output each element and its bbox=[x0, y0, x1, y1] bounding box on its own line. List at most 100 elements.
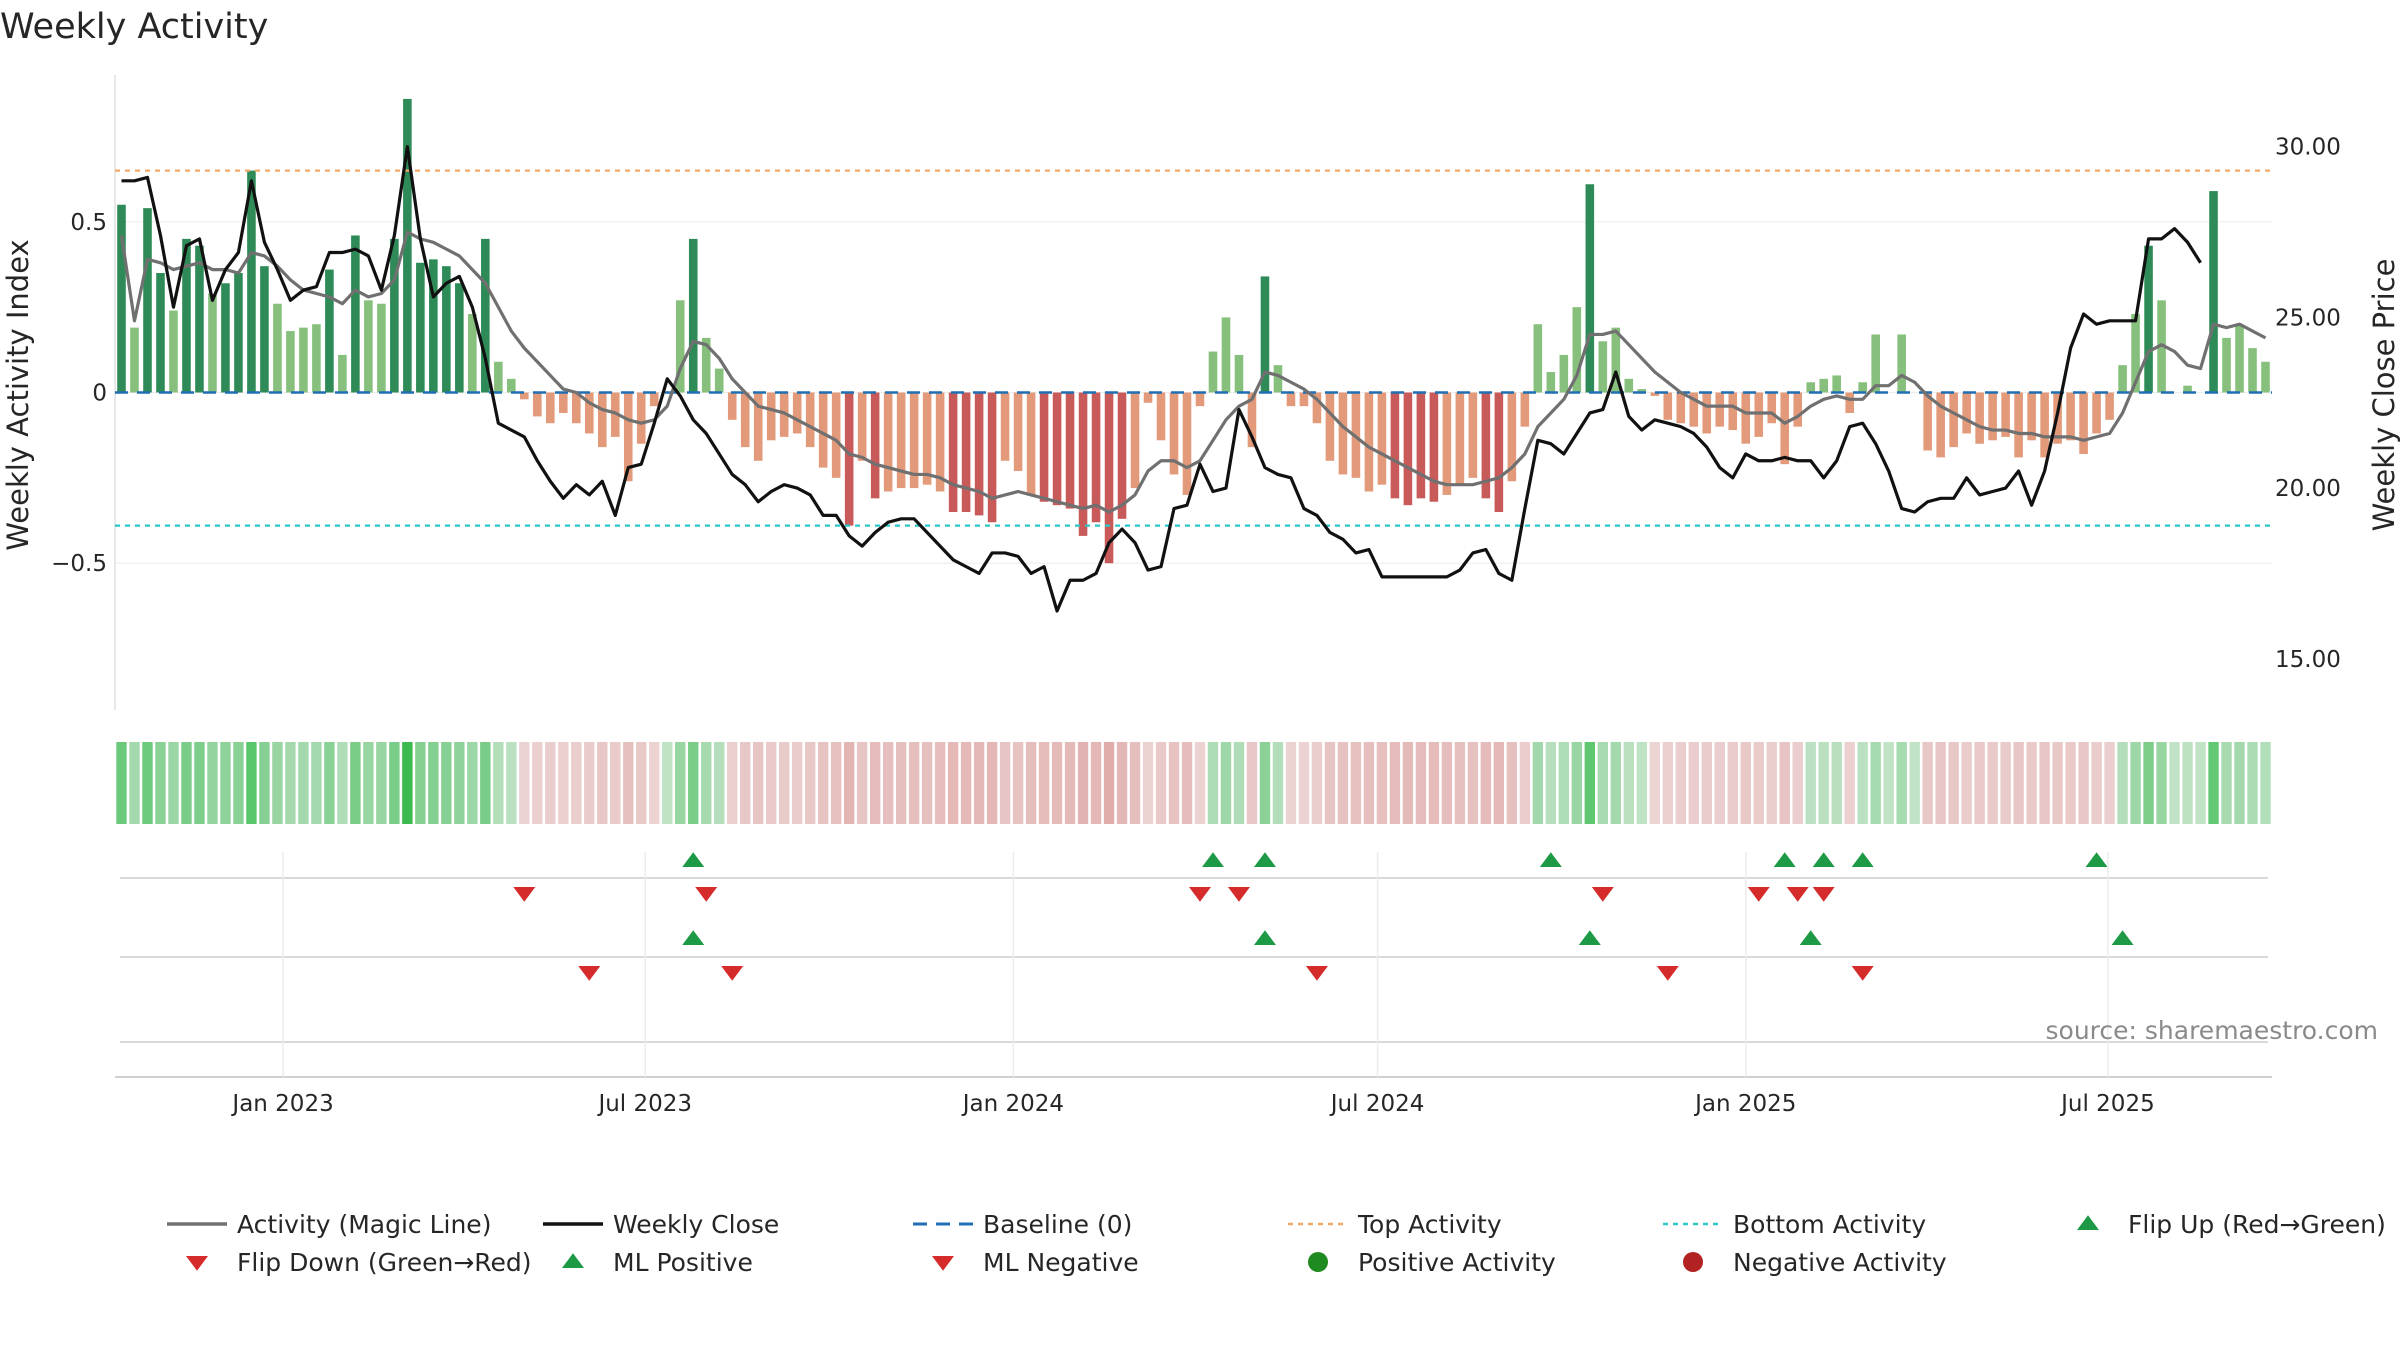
heat-cell bbox=[285, 742, 296, 824]
activity-bar bbox=[1117, 392, 1127, 519]
heat-cell bbox=[298, 742, 309, 824]
legend-swatch bbox=[186, 1255, 208, 1271]
heat-cell bbox=[350, 742, 361, 824]
heat-cell bbox=[2026, 742, 2037, 824]
heat-cell bbox=[337, 742, 348, 824]
heat-strip bbox=[116, 742, 2271, 824]
activity-bar bbox=[1273, 365, 1283, 393]
activity-bar bbox=[442, 266, 451, 393]
heat-cell bbox=[2234, 742, 2245, 824]
heat-cell bbox=[778, 742, 790, 824]
x-tick-label: Jan 2024 bbox=[961, 1091, 1064, 1117]
activity-bar bbox=[299, 327, 308, 393]
activity-bar bbox=[1013, 392, 1023, 472]
activity-bar bbox=[312, 324, 321, 393]
activity-bar bbox=[403, 98, 412, 393]
heat-cell bbox=[2208, 742, 2219, 824]
activity-bar bbox=[2209, 191, 2218, 393]
activity-bar bbox=[1078, 392, 1088, 536]
activity-bar bbox=[1663, 392, 1673, 420]
heat-cell bbox=[804, 742, 816, 824]
activity-bar bbox=[1065, 392, 1075, 509]
heat-cell bbox=[1233, 742, 1245, 824]
heat-cell bbox=[1467, 742, 1479, 824]
heat-cell bbox=[921, 742, 933, 824]
activity-bar bbox=[2261, 361, 2270, 393]
activity-bar bbox=[1130, 392, 1140, 489]
activity-bar bbox=[948, 392, 958, 512]
ml-negative-marker bbox=[578, 965, 601, 981]
heat-cell bbox=[1363, 742, 1375, 824]
activity-bar bbox=[727, 392, 737, 420]
x-tick-label: Jan 2025 bbox=[1693, 1091, 1796, 1117]
activity-bar bbox=[1637, 389, 1647, 393]
activity-bar bbox=[208, 293, 217, 393]
x-tick-label: Jan 2023 bbox=[230, 1091, 333, 1117]
activity-bar bbox=[273, 303, 282, 393]
activity-bar bbox=[1845, 392, 1854, 413]
ml-negative-marker bbox=[721, 965, 744, 981]
flip-up-marker bbox=[1253, 852, 1276, 868]
heat-cell bbox=[727, 742, 738, 824]
flip-down-marker bbox=[1812, 886, 1835, 902]
flip-down-marker bbox=[1591, 886, 1614, 902]
heat-cell bbox=[1883, 742, 1894, 824]
heat-cell bbox=[1961, 742, 1972, 824]
legend-item: Negative Activity bbox=[1683, 1248, 1947, 1277]
heat-cell bbox=[1870, 742, 1881, 824]
heat-cell bbox=[2195, 742, 2206, 824]
legend-item: ML Positive bbox=[562, 1248, 753, 1277]
activity-bar bbox=[805, 392, 815, 448]
heat-cell bbox=[1896, 742, 1907, 824]
heat-cell bbox=[714, 742, 725, 824]
heat-cell bbox=[1506, 742, 1518, 824]
activity-bar bbox=[1000, 392, 1010, 461]
heat-cell bbox=[1428, 742, 1440, 824]
activity-bar bbox=[156, 273, 165, 393]
activity-bar bbox=[2079, 392, 2088, 454]
heat-cell bbox=[1558, 742, 1570, 824]
heat-cell bbox=[1675, 742, 1686, 824]
legend-label: ML Positive bbox=[613, 1248, 753, 1277]
legend-label: Top Activity bbox=[1357, 1210, 1502, 1239]
heat-cell bbox=[1727, 742, 1738, 824]
x-axis: Jan 2023 Jul 2023 Jan 2024 Jul 2024 Jan 2025… bbox=[230, 852, 2155, 1117]
heat-cell bbox=[1688, 742, 1699, 824]
activity-bar bbox=[1234, 354, 1244, 393]
activity-bar bbox=[2040, 392, 2049, 458]
activity-bar bbox=[377, 303, 386, 393]
legend-label: Weekly Close bbox=[613, 1210, 779, 1239]
heat-cell bbox=[2091, 742, 2102, 824]
activity-bar bbox=[533, 392, 542, 417]
activity-bar bbox=[922, 392, 932, 485]
heat-cell bbox=[1610, 742, 1622, 824]
heat-cell bbox=[882, 742, 894, 824]
activity-bar bbox=[597, 392, 607, 448]
activity-bar bbox=[974, 392, 984, 516]
heat-cell bbox=[1220, 742, 1232, 824]
heat-cell bbox=[1844, 742, 1855, 824]
activity-bar bbox=[1936, 392, 1945, 458]
activity-bar bbox=[1715, 392, 1725, 427]
heat-cell bbox=[389, 742, 400, 824]
activity-bar bbox=[1676, 392, 1686, 424]
x-tick-label: Jul 2025 bbox=[2059, 1091, 2155, 1117]
activity-bar bbox=[2222, 337, 2231, 393]
activity-bar bbox=[1286, 392, 1296, 407]
activity-bar bbox=[1585, 184, 1595, 393]
heat-cell bbox=[1571, 742, 1583, 824]
legend: Activity (Magic Line) Weekly Close Baselin… bbox=[167, 1210, 2386, 1277]
activity-bar bbox=[1754, 392, 1764, 437]
heat-cell bbox=[740, 742, 751, 824]
legend-label: Negative Activity bbox=[1733, 1248, 1947, 1277]
heat-cell bbox=[1480, 742, 1492, 824]
heat-cell bbox=[1025, 742, 1037, 824]
heat-cell bbox=[142, 742, 153, 824]
activity-bar bbox=[1325, 392, 1335, 461]
left-tick-label: −0.5 bbox=[51, 551, 107, 577]
flip-up-marker bbox=[1539, 852, 1562, 868]
heat-cell bbox=[311, 742, 322, 824]
heat-cell bbox=[220, 742, 231, 824]
heat-cell bbox=[1662, 742, 1673, 824]
activity-bar bbox=[1481, 392, 1491, 499]
